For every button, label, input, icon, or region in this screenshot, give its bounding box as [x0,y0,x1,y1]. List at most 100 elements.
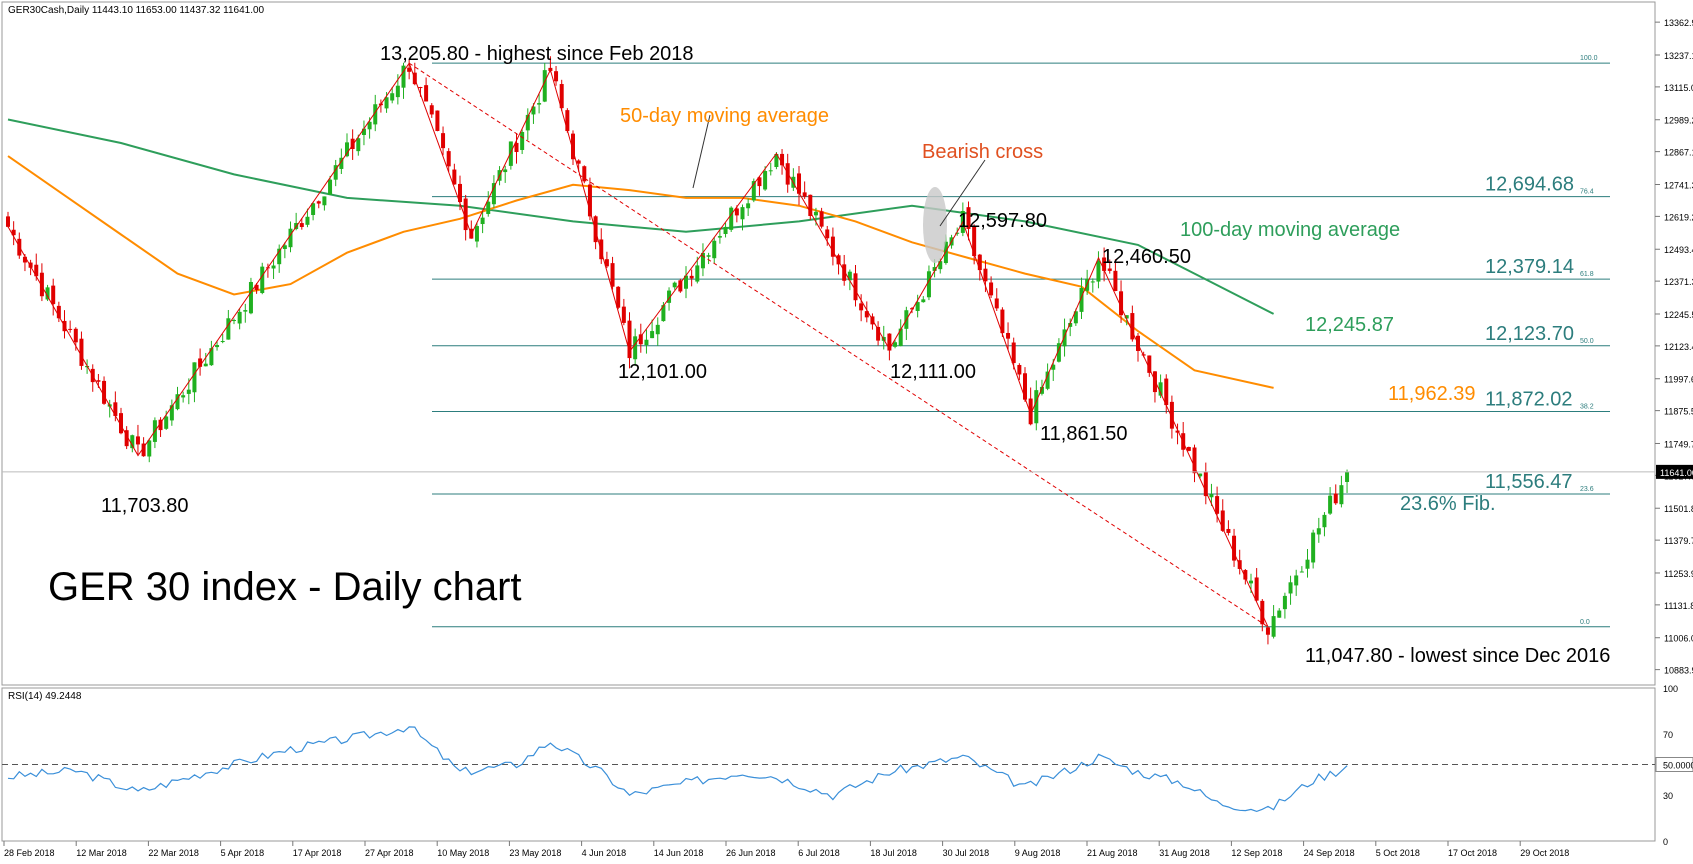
low-annotation: 11,047.80 - lowest since Dec 2016 [1305,645,1610,667]
date-tick-label: 18 Jul 2018 [870,848,917,858]
price-tick-label: 12619.20 [1664,212,1693,222]
candle-body [836,255,841,265]
candle-body [1107,268,1112,271]
date-tick-label: 10 May 2018 [437,848,489,858]
candle-body [1243,570,1248,580]
fib-levels: 100.0 76.4 12,694.68 61.8 12,379.14 50.0 12,12… [432,55,1610,628]
candle-body [384,97,389,109]
candle-body [1169,401,1174,429]
rsi-line [7,726,1348,813]
candle-body [367,121,372,130]
ma100-value: 12,245.87 [1305,314,1394,336]
rsi-tick-label: 70 [1663,730,1673,740]
candle-body [678,280,683,292]
candle-body [361,128,366,135]
bearish-annotation: Bearish cross [922,141,1043,163]
candle-body [311,203,316,215]
candle-body [932,267,937,271]
candle-body [254,284,259,290]
candle-body [537,103,542,105]
candle-body [977,254,982,271]
date-tick-label: 24 Sep 2018 [1304,848,1355,858]
fib-pct-label: 100.0 [1580,55,1598,62]
candle-body [96,380,101,382]
candle-body [729,207,734,230]
candle-body [1102,257,1107,271]
candle-body [876,326,881,341]
candle-body [158,419,163,431]
candle-body [1339,485,1344,505]
candle-body [1113,270,1118,291]
candle-body [746,203,751,209]
candle-body [135,436,140,445]
price-tick-label: 11253.90 [1664,569,1693,579]
price-tick-label: 12371.30 [1664,277,1693,287]
fib-pct-label: 50.0 [1580,338,1594,345]
date-axis: 28 Feb 2018 12 Mar 2018 22 Mar 2018 5 Apr 2… [3,841,1569,858]
candle-body [1068,322,1073,327]
candle-body [34,264,39,277]
price-tick-label: 12867.10 [1664,148,1693,158]
candle-body [847,271,852,281]
candle-body [1294,575,1299,586]
candle-body [542,70,547,102]
candle-body [1288,582,1293,594]
candle-body [1034,390,1039,424]
price-tick-label: 10883.90 [1664,666,1693,676]
fib-pct-label: 76.4 [1580,189,1594,196]
candle-body [407,67,412,72]
swing-label-12101: 12,101.00 [618,361,707,383]
date-tick-label: 30 Jul 2018 [943,848,990,858]
candle-body [763,171,768,190]
candle-body [503,169,508,173]
candle-body [842,264,847,281]
candle-body [638,334,643,345]
candle-body [780,153,785,166]
candle-body [1006,332,1011,339]
candle-body [808,194,813,216]
date-tick-label: 12 Mar 2018 [76,848,127,858]
price-tick-label: 11131.80 [1664,601,1693,611]
candle-body [689,275,694,279]
candle-body [1056,343,1061,362]
date-tick-label: 22 Mar 2018 [148,848,199,858]
candle-body [684,275,688,289]
bearish-cross-pointer [939,159,986,227]
candle-body [893,342,898,347]
price-tick-label: 13115.00 [1664,83,1693,93]
fib-note: 23.6% Fib. [1400,493,1496,515]
chart-title: GER 30 index - Daily chart [48,565,522,609]
candle-body [1305,559,1310,569]
candle-body [124,430,129,447]
candle-body [175,394,180,410]
candle-body [45,287,50,300]
rsi-tick-label: 100 [1663,684,1678,694]
rsi-tag-box [1655,757,1693,772]
candle-body [813,211,818,216]
candle-body [1249,580,1253,584]
price-tick-label: 11006.00 [1664,634,1693,644]
candle-body [864,311,869,318]
ma50-line [7,155,1274,389]
candle-body [700,252,705,269]
candle-body [1203,471,1208,497]
price-tick-label: 12741.30 [1664,180,1693,190]
bearish-cross-marker [923,187,947,263]
candle-body [525,114,530,131]
candle-body [1198,473,1203,477]
candle-body [181,395,186,398]
candle-body [774,154,779,168]
fib-pct-label: 38.2 [1580,404,1594,411]
candle-body [1045,371,1050,389]
candle-body [1039,386,1044,394]
candle-body [401,65,406,88]
price-tick-label: 11379.70 [1664,536,1693,546]
candle-body [989,282,994,296]
candle-body [68,328,73,330]
candle-body [926,271,931,298]
price-tick-label: 13237.10 [1664,51,1693,61]
candle-body [661,305,666,322]
candle-body [113,402,118,416]
candle-body [616,286,621,308]
candle-body [587,184,592,217]
